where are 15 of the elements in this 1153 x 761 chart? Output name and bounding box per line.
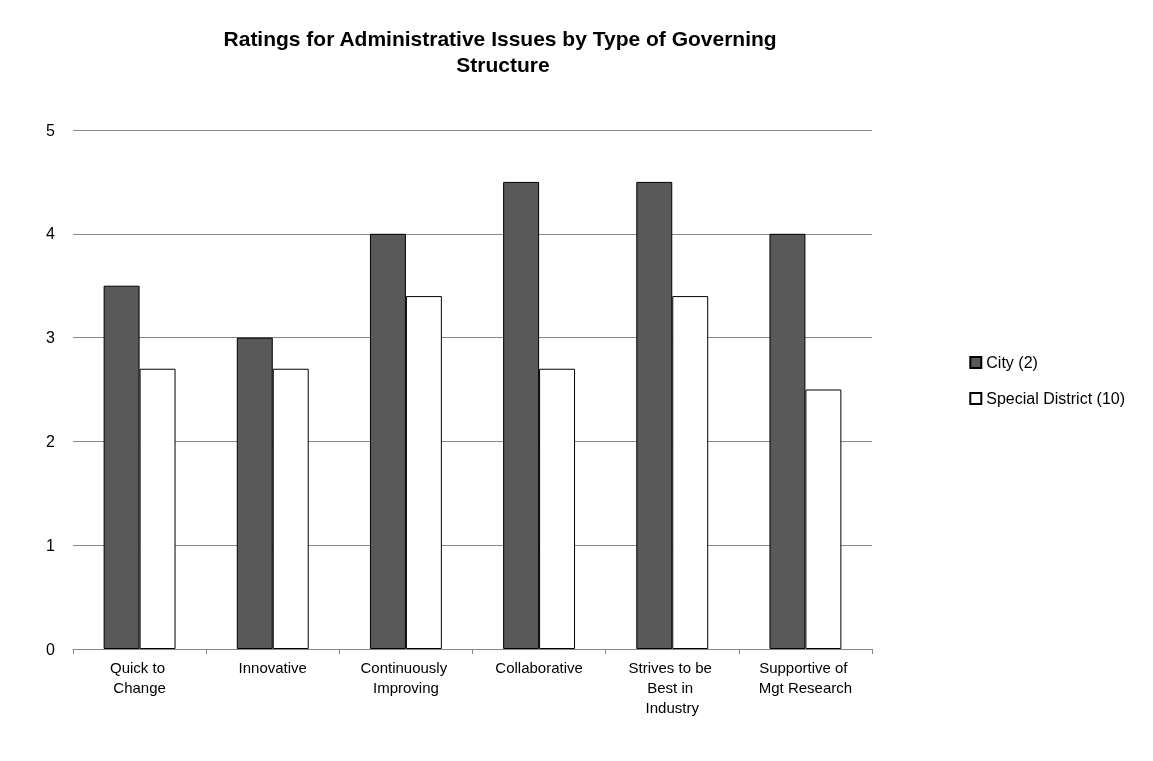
y-tick-label: 2	[46, 432, 56, 450]
y-tick-label: 5	[46, 121, 56, 139]
y-tick-label: 1	[46, 536, 56, 554]
chart-title: Ratings for Administrative Issues by Type of Governing Structure	[223, 26, 783, 76]
legend-label: Special District (10)	[986, 390, 1125, 407]
y-tick-label: 3	[46, 329, 56, 347]
y-tick-label: 0	[46, 640, 56, 658]
y-tick-label: 4	[46, 225, 56, 243]
x-tick-label: Strives to be Best in Industry	[628, 658, 717, 716]
x-tick-label: Continuously Improving	[360, 658, 452, 696]
x-tick-label: Innovative	[238, 658, 307, 676]
x-tick-label: Supportive of Mgt Research	[758, 658, 853, 696]
x-tick-label: Quick to Change	[109, 658, 170, 696]
legend-label: City (2)	[986, 354, 1038, 371]
x-tick-label: Collaborative	[495, 658, 583, 676]
